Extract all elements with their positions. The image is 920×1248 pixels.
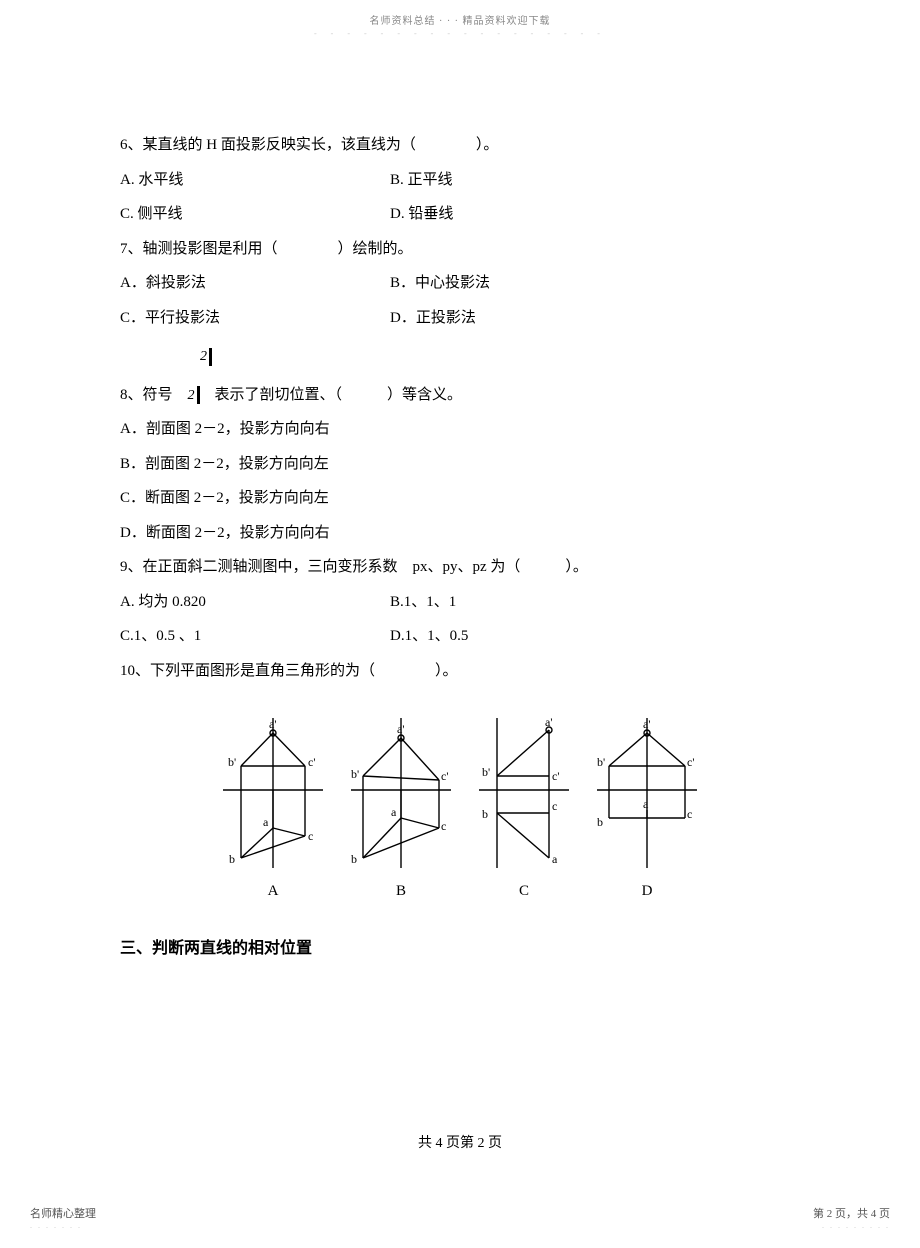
q6-row2: C. 侧平线 D. 铅垂线 — [120, 197, 800, 232]
symbol-2-glyph: 2 — [200, 349, 207, 364]
header-dots: - - - - - - - - - - - - - - - - - - — [0, 29, 920, 38]
footer-left: 名师精心整理 . . . . . . . — [30, 1205, 96, 1230]
diagram-container: a' b' c' a b c A — [120, 718, 800, 909]
diagram-A: a' b' c' a b c A — [223, 718, 323, 909]
label-a-prime: a' — [269, 718, 277, 731]
label-a-prime: a' — [397, 722, 405, 736]
footer-left-text: 名师精心整理 — [30, 1205, 96, 1221]
diagram-A-svg: a' b' c' a b c — [223, 718, 323, 868]
diagram-C: a' b' c' a b c C — [479, 718, 569, 909]
q7-row1: A．斜投影法 B．中心投影法 — [120, 266, 800, 301]
label-b: b — [597, 815, 603, 829]
label-c: c — [687, 807, 692, 821]
label-a: a — [643, 797, 649, 811]
label-b: b — [229, 852, 235, 866]
q6-optB: B. 正平线 — [390, 163, 800, 198]
label-a: a — [552, 852, 558, 866]
label-b: b — [351, 852, 357, 866]
label-c-prime: c' — [687, 755, 695, 769]
label-c: c — [552, 799, 557, 813]
q7-optA: A．斜投影法 — [120, 266, 390, 301]
q10-text: 10、下列平面图形是直角三角形的为（ ）。 — [120, 654, 800, 689]
q6-optA: A. 水平线 — [120, 163, 390, 198]
label-b-prime: b' — [228, 755, 236, 769]
q8-optC: C．断面图 2－2，投影方向向左 — [120, 481, 800, 516]
label-c: c — [441, 819, 446, 833]
diagram-B: a' b' c' a b c B — [351, 718, 451, 909]
q8-post: 表示了剖切位置、（ ）等含义。 — [200, 387, 463, 403]
diagram-B-svg: a' b' c' a b c — [351, 718, 451, 868]
header-top: 名师资料总结 · · · 精品资料欢迎下载 — [0, 12, 920, 27]
symbol-bar-icon — [209, 348, 212, 366]
q6-optC: C. 侧平线 — [120, 197, 390, 232]
q6-optD: D. 铅垂线 — [390, 197, 800, 232]
q9-text: 9、在正面斜二测轴测图中，三向变形系数 px、py、pz 为（ ）。 — [120, 550, 800, 585]
diagram-B-label: B — [351, 874, 451, 909]
diagram-row: a' b' c' a b c A — [120, 718, 800, 909]
q9-optA: A. 均为 0.820 — [120, 585, 390, 620]
page-header: 名师资料总结 · · · 精品资料欢迎下载 - - - - - - - - - … — [0, 0, 920, 38]
q8-optB: B．剖面图 2－2，投影方向向左 — [120, 447, 800, 482]
q6-row1: A. 水平线 B. 正平线 — [120, 163, 800, 198]
q8-optD: D．断面图 2－2，投影方向向右 — [120, 516, 800, 551]
label-c: c — [308, 829, 313, 843]
q6-text: 6、某直线的 H 面投影反映实长，该直线为（ ）。 — [120, 128, 800, 163]
label-c-prime: c' — [552, 769, 560, 783]
label-b-prime: b' — [351, 767, 359, 781]
label-a: a — [391, 805, 397, 819]
section3-title: 三、判断两直线的相对位置 — [120, 931, 800, 968]
footer-right-text: 第 2 页，共 4 页 — [813, 1205, 890, 1221]
diagram-D: a' b' c' a b c D — [597, 718, 697, 909]
q8-line: 8、符号 2 表示了剖切位置、（ ）等含义。 — [120, 378, 800, 413]
q8-optA: A．剖面图 2－2，投影方向向右 — [120, 412, 800, 447]
diagram-C-label: C — [479, 874, 569, 909]
diagram-D-svg: a' b' c' a b c — [597, 718, 697, 868]
label-b: b — [482, 807, 488, 821]
q7-optC: C．平行投影法 — [120, 301, 390, 336]
q7-optB: B．中心投影法 — [390, 266, 800, 301]
symbol-standalone: 2 — [200, 339, 800, 374]
q9-optB: B.1、1、1 — [390, 585, 800, 620]
footer-center: 共 4 页第 2 页 — [0, 1132, 920, 1152]
label-c-prime: c' — [308, 755, 316, 769]
diagram-A-label: A — [223, 874, 323, 909]
label-c-prime: c' — [441, 769, 449, 783]
q7-text: 7、轴测投影图是利用（ ）绘制的。 — [120, 232, 800, 267]
footer-left-dots: . . . . . . . — [30, 1221, 96, 1230]
q7-optD: D．正投影法 — [390, 301, 800, 336]
label-a-prime: a' — [545, 718, 553, 729]
q9-optD: D.1、1、0.5 — [390, 619, 800, 654]
content-area: 6、某直线的 H 面投影反映实长，该直线为（ ）。 A. 水平线 B. 正平线 … — [0, 38, 920, 968]
diagram-C-svg: a' b' c' a b c — [479, 718, 569, 868]
diagram-D-label: D — [597, 874, 697, 909]
footer-right-dots: . . . . . . . . . — [813, 1221, 890, 1230]
symbol-inline: 2 — [188, 378, 200, 413]
label-b-prime: b' — [597, 755, 605, 769]
q9-row2: C.1、0.5 、1 D.1、1、0.5 — [120, 619, 800, 654]
label-a-prime: a' — [643, 718, 651, 731]
q8-pre: 8、符号 — [120, 387, 188, 403]
symbol-2-inline: 2 — [188, 388, 195, 403]
q7-row2: C．平行投影法 D．正投影法 — [120, 301, 800, 336]
q9-row1: A. 均为 0.820 B.1、1、1 — [120, 585, 800, 620]
label-b-prime: b' — [482, 765, 490, 779]
footer-right: 第 2 页，共 4 页 . . . . . . . . . — [813, 1205, 890, 1230]
label-a: a — [263, 815, 269, 829]
q9-optC: C.1、0.5 、1 — [120, 619, 390, 654]
